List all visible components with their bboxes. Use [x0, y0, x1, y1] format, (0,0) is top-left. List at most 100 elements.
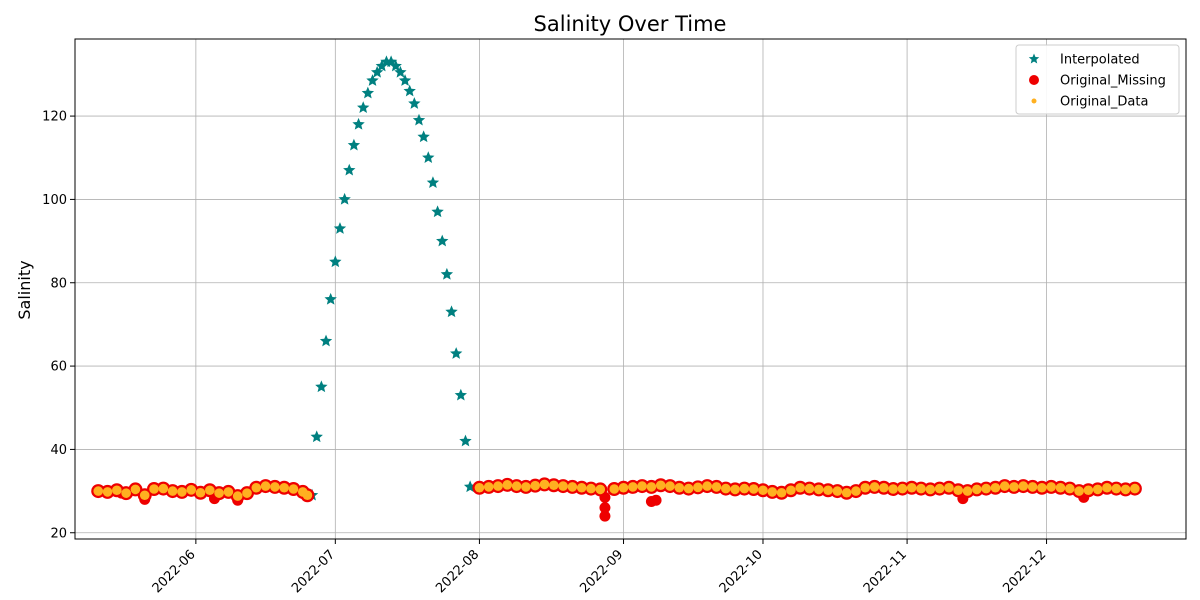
interpolated-point	[357, 101, 370, 114]
original-data-point	[1130, 483, 1140, 494]
y-tick-label: 20	[50, 526, 67, 541]
interpolated-point	[352, 117, 365, 130]
original-data-point	[832, 486, 843, 496]
y-axis-title: Salinity	[15, 260, 34, 319]
original-data-point	[823, 485, 833, 496]
original-data-point	[205, 485, 215, 496]
interpolated-point	[403, 84, 416, 97]
data-layer	[91, 55, 1142, 522]
interpolated-point	[389, 59, 402, 72]
original-data-point	[270, 482, 280, 492]
original-data-point	[962, 486, 973, 496]
interpolated-point	[370, 65, 384, 78]
original-data-point	[804, 483, 815, 494]
original-data-point	[158, 483, 169, 494]
original-data-point	[1092, 484, 1103, 495]
original-data-point	[953, 485, 964, 496]
original-data-point	[93, 486, 104, 496]
interpolated-point	[426, 176, 440, 189]
original-data-point	[302, 490, 313, 501]
interpolated-point	[436, 234, 449, 247]
original-data-point	[214, 488, 224, 498]
original-missing-point	[599, 510, 611, 522]
original-data-point	[972, 484, 982, 495]
original-data-point	[637, 481, 647, 491]
original-data-point	[739, 483, 750, 494]
interpolated-point	[361, 86, 375, 99]
interpolated-point	[338, 192, 351, 205]
original-data-point	[186, 485, 197, 495]
original-data-point	[934, 483, 945, 494]
original-data-point	[618, 482, 629, 493]
original-data-point	[748, 484, 759, 494]
original-data-point	[279, 482, 289, 493]
legend-label: Original_Data	[1060, 95, 1148, 110]
interpolated-point	[408, 97, 421, 109]
original-data-point	[646, 482, 657, 492]
original-data-point	[595, 484, 606, 495]
original-data-point	[1064, 483, 1075, 494]
chart-title: Salinity Over Time	[534, 12, 727, 36]
interpolated-point	[375, 59, 388, 72]
y-tick-label: 100	[42, 193, 67, 208]
y-tick-label: 40	[50, 443, 67, 458]
original-data-point	[916, 483, 926, 494]
y-tick-label: 80	[50, 276, 67, 291]
legend-label: Original_Missing	[1060, 74, 1166, 89]
original-data-point	[576, 482, 587, 493]
original-data-point	[1037, 482, 1047, 493]
legend-marker-interpolated	[1028, 53, 1040, 64]
original-data-point	[767, 487, 778, 497]
original-data-point	[586, 483, 596, 494]
original-data-point	[1120, 484, 1131, 495]
original-data-point	[702, 481, 713, 491]
x-tick-label: 2022-09	[577, 547, 626, 596]
original-data-point	[1018, 481, 1029, 491]
original-data-point	[655, 480, 666, 491]
interpolated-point	[394, 65, 407, 78]
original-data-point	[558, 481, 568, 491]
interpolated-point	[366, 74, 379, 86]
original-data-point	[483, 482, 494, 492]
original-missing-point	[599, 491, 611, 503]
axis-layer: 20 40 60 80 100 120 2022-06 2022-07 2022-08 2022-…	[42, 110, 1049, 597]
original-data-point	[539, 479, 550, 490]
y-tick-label: 60	[50, 360, 67, 375]
interpolated-point	[343, 163, 356, 176]
original-data-point	[906, 482, 917, 493]
interpolated-point	[417, 130, 430, 143]
original-data-point	[1027, 482, 1038, 492]
original-data-point	[121, 488, 131, 498]
original-data-point	[1055, 482, 1066, 493]
legend-marker-original-data	[1031, 98, 1037, 104]
original-data-point	[548, 480, 559, 491]
original-data-point	[990, 482, 1001, 493]
interpolated-point	[315, 380, 328, 393]
original-data-point	[981, 483, 991, 494]
original-data-point	[511, 481, 522, 491]
original-data-point	[521, 482, 531, 492]
interpolated-point	[431, 205, 444, 218]
interpolated-point	[398, 74, 412, 86]
original-data-point	[130, 484, 141, 495]
original-data-point	[1083, 485, 1094, 496]
original-data-point	[502, 480, 513, 490]
original-data-point	[665, 481, 675, 491]
interpolated-point	[347, 138, 361, 151]
interpolated-point	[319, 334, 333, 347]
x-tick-label: 2022-08	[433, 547, 482, 596]
x-tick-label: 2022-06	[150, 547, 199, 596]
original-data-point	[177, 487, 187, 497]
original-data-point	[493, 481, 503, 491]
original-missing-point	[650, 494, 662, 506]
original-data-point	[1102, 482, 1112, 493]
original-data-point	[683, 483, 694, 494]
original-data-point	[674, 482, 685, 493]
legend: Interpolated Original_Missing Original_Dat…	[1015, 44, 1180, 115]
grid-layer	[75, 39, 1186, 539]
interpolated-point	[454, 388, 468, 401]
original-data-point	[944, 482, 954, 493]
original-data-point	[628, 482, 638, 492]
x-tick-label: 2022-11	[861, 547, 910, 596]
